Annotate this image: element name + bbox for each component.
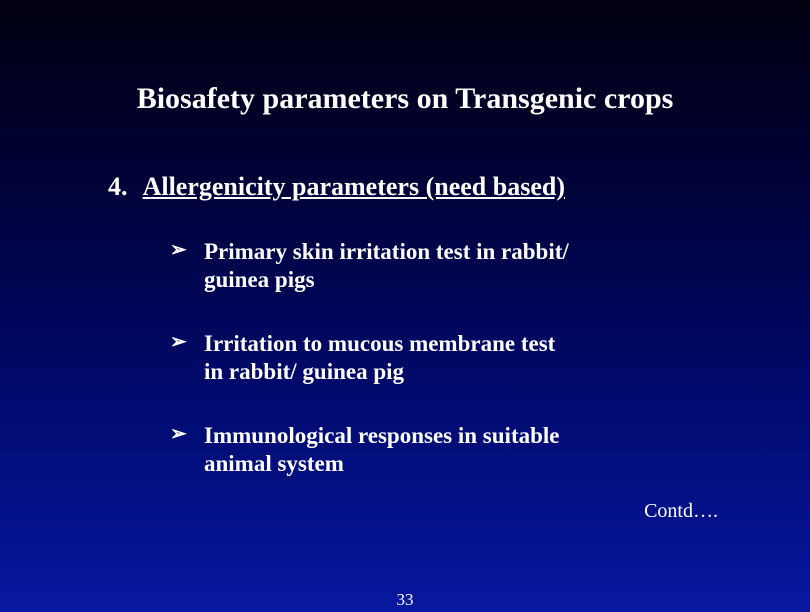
continued-label: Contd…. [644,500,718,523]
slide: Biosafety parameters on Transgenic crops… [0,0,810,612]
bullet-text-line: Irritation to mucous membrane test [204,331,555,356]
bullet-text-line: Primary skin irritation test in rabbit/ [204,239,569,264]
bullet-text-line: Immunological responses in suitable [204,423,560,448]
triangle-bullet-icon: ➢ [170,422,187,446]
page-number: 33 [0,590,810,610]
section-number: 4. [108,172,128,202]
slide-title: Biosafety parameters on Transgenic crops [0,82,810,116]
section-heading-row: 4. Allergenicity parameters (need based) [108,172,565,202]
section-heading: Allergenicity parameters (need based) [143,172,565,201]
bullet-text-line: in rabbit/ guinea pig [204,359,404,384]
bullet-text-line: animal system [204,451,344,476]
bullet-text-line: guinea pigs [204,267,315,292]
list-item: ➢ Primary skin irritation test in rabbit… [170,238,690,294]
list-item: ➢ Immunological responses in suitable an… [170,422,690,478]
list-item: ➢ Irritation to mucous membrane test in … [170,330,690,386]
triangle-bullet-icon: ➢ [170,330,187,354]
bullet-list: ➢ Primary skin irritation test in rabbit… [170,238,690,514]
triangle-bullet-icon: ➢ [170,238,187,262]
